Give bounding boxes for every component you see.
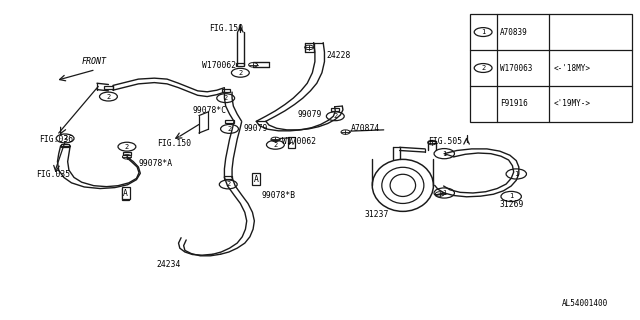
Text: 2: 2 (481, 65, 485, 71)
Text: 1: 1 (442, 190, 446, 196)
Text: 2: 2 (226, 181, 230, 188)
Text: 99078*C: 99078*C (193, 106, 227, 115)
Text: 2: 2 (238, 70, 243, 76)
Text: W170062: W170062 (202, 61, 236, 70)
Text: 1: 1 (509, 194, 513, 199)
Text: FIG.150: FIG.150 (157, 139, 191, 148)
Bar (61, 144, 69, 147)
Text: 24228: 24228 (326, 51, 351, 60)
Bar (123, 152, 131, 155)
Bar (331, 108, 339, 111)
Text: 99078*A: 99078*A (138, 159, 173, 168)
Bar (236, 63, 244, 66)
Bar (221, 89, 230, 92)
Text: AL54001400: AL54001400 (562, 299, 609, 308)
Text: <-'18MY>: <-'18MY> (553, 63, 590, 73)
Bar (470, 14, 632, 122)
Text: A70874: A70874 (351, 124, 380, 133)
Bar (104, 86, 113, 89)
Text: <'19MY->: <'19MY-> (553, 100, 590, 108)
Text: 31269: 31269 (500, 200, 524, 209)
Text: 2: 2 (273, 142, 278, 148)
Text: W170063: W170063 (500, 63, 532, 73)
Text: 1: 1 (481, 29, 485, 35)
Text: A70839: A70839 (500, 28, 528, 36)
Text: 2: 2 (106, 93, 111, 100)
Text: 24234: 24234 (156, 260, 180, 268)
Text: 99078*B: 99078*B (261, 191, 296, 200)
Text: F91916: F91916 (500, 100, 528, 108)
Text: FIG.150: FIG.150 (209, 24, 243, 33)
Text: FIG.036: FIG.036 (40, 135, 74, 144)
Text: A: A (289, 138, 294, 147)
Text: 2: 2 (227, 126, 232, 132)
Bar (224, 176, 232, 179)
Text: 1: 1 (442, 151, 446, 157)
Text: 99079: 99079 (298, 109, 322, 118)
Text: FRONT: FRONT (81, 57, 106, 67)
Text: W170062: W170062 (282, 137, 316, 146)
Text: 1: 1 (514, 171, 518, 177)
Bar (225, 121, 234, 124)
Text: 2: 2 (333, 113, 337, 119)
Text: 31237: 31237 (365, 210, 389, 219)
Text: FIG.035: FIG.035 (36, 170, 70, 179)
Text: 2: 2 (223, 95, 228, 101)
Text: 99079: 99079 (244, 124, 268, 133)
Text: A: A (254, 174, 259, 184)
Text: 2: 2 (125, 144, 129, 150)
Text: A: A (124, 189, 128, 198)
Text: FIG.505: FIG.505 (428, 137, 463, 146)
Text: 2: 2 (63, 135, 67, 141)
Text: A: A (124, 189, 128, 198)
